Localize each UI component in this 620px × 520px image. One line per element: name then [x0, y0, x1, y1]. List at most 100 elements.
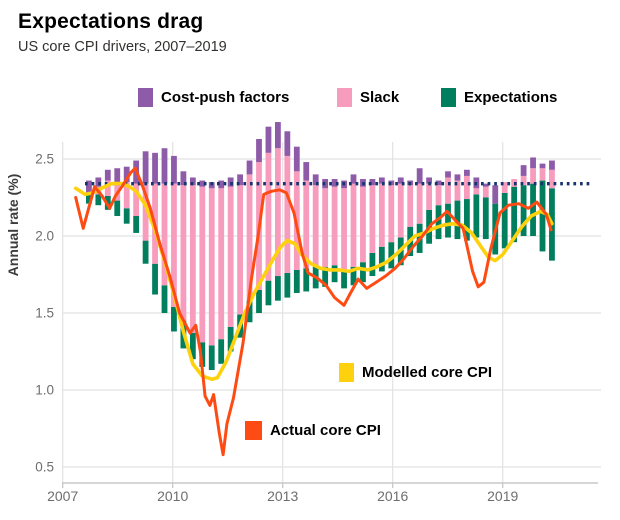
modelled-swatch-icon [339, 363, 354, 382]
bar-slack-2013Q4 [322, 188, 329, 267]
bar-cost-push-2013Q1 [293, 146, 300, 172]
bar-cost-push-2019Q2 [530, 157, 536, 169]
bar-slack-2017Q1 [445, 177, 451, 204]
bar-slack-2019Q1 [520, 175, 527, 186]
bar-slack-2010Q2 [189, 185, 196, 334]
gridlines [62, 142, 601, 483]
bar-cost-push-2009Q2 [152, 152, 158, 184]
bar-slack-2014Q1 [331, 186, 338, 266]
bar-slack-2012Q3 [275, 148, 281, 277]
bar-expectations-2009Q1 [142, 240, 149, 264]
bar-slack-2009Q3 [161, 183, 168, 286]
bar-expectations-2008Q3 [123, 208, 130, 224]
bar-expectations-2014Q1 [331, 265, 338, 283]
bar-slack-2010Q3 [199, 186, 206, 343]
bar-slack-2015Q2 [378, 183, 385, 247]
bar-expectations-2013Q1 [293, 269, 300, 293]
slack-swatch-icon [337, 88, 352, 107]
bar-expectations-2010Q2 [189, 333, 196, 360]
bar-slack-2013Q3 [312, 185, 319, 267]
bar-cost-push-2010Q1 [180, 171, 187, 186]
x-tick-label: 2016 [377, 488, 408, 504]
y-tick-label: 1.5 [35, 306, 54, 321]
bar-expectations-2014Q2 [341, 269, 347, 289]
legend-cost-push-label: Cost-push factors [161, 89, 290, 106]
legend-slack-label: Slack [360, 89, 400, 106]
bar-slack-2016Q1 [407, 185, 414, 227]
bar-expectations-2008Q2 [114, 200, 121, 216]
bar-slack-2014Q3 [350, 183, 357, 267]
bar-slack-2011Q3 [237, 185, 243, 315]
bar-cost-push-2016Q2 [416, 168, 423, 184]
bar-expectations-2019Q3 [539, 180, 546, 252]
chart-header: Expectations drag US core CPI drivers, 2… [18, 10, 227, 55]
bar-cost-push-2017Q2 [454, 174, 461, 181]
bar-slack-2009Q4 [171, 183, 177, 307]
x-tick-label: 2010 [157, 488, 188, 504]
bar-expectations-2012Q3 [275, 276, 281, 301]
legend-actual: Actual core CPI [245, 421, 381, 440]
bar-expectations-2017Q4 [473, 194, 480, 238]
bar-expectations-2017Q1 [445, 203, 451, 238]
bar-expectations-2013Q4 [322, 266, 329, 287]
bar-cost-push-2012Q4 [284, 131, 291, 156]
bar-expectations-2009Q3 [161, 285, 168, 313]
x-tick-label: 2007 [47, 488, 78, 504]
bar-expectations-2007Q3 [86, 192, 92, 204]
bar-cost-push-2015Q1 [369, 179, 376, 186]
bar-expectations-2011Q2 [227, 326, 234, 352]
y-tick-label: 2.0 [35, 229, 54, 244]
bar-slack-2017Q4 [473, 188, 480, 195]
bar-slack-2014Q2 [341, 188, 347, 270]
bar-cost-push-2009Q3 [161, 148, 168, 184]
bar-cost-push-2018Q1 [482, 183, 489, 187]
bar-slack-2008Q1 [104, 180, 111, 196]
bar-expectations-2017Q3 [464, 199, 470, 241]
expectations-swatch-icon [441, 88, 456, 107]
bar-slack-2019Q3 [539, 168, 546, 181]
stacked-bars [86, 122, 555, 370]
bar-slack-2013Q2 [303, 180, 310, 269]
legend-expectations-label: Expectations [464, 89, 558, 106]
bar-expectations-2016Q4 [435, 205, 442, 240]
bar-expectations-2018Q3 [501, 192, 508, 249]
legend-expectations: Expectations [441, 88, 557, 107]
bar-slack-2014Q4 [360, 186, 366, 263]
bar-expectations-2019Q2 [530, 183, 536, 236]
bar-cost-push-2008Q2 [114, 168, 121, 183]
bar-slack-2011Q4 [246, 174, 253, 301]
chart-subtitle: US core CPI drivers, 2007–2019 [18, 39, 227, 55]
bar-cost-push-2009Q4 [171, 155, 177, 184]
bar-expectations-2012Q2 [265, 280, 272, 306]
bar-cost-push-2015Q4 [397, 177, 404, 184]
bar-expectations-2015Q2 [378, 246, 385, 272]
bar-cost-push-2019Q4 [549, 160, 555, 170]
bar-cost-push-2011Q1 [218, 180, 225, 189]
bar-slack-2017Q2 [454, 180, 461, 201]
y-tick-label: 1.0 [35, 383, 54, 398]
bar-cost-push-2016Q3 [426, 177, 432, 184]
bar-slack-2011Q1 [218, 188, 225, 340]
bar-slack-2017Q3 [464, 175, 470, 200]
bar-slack-2012Q2 [265, 152, 272, 281]
bar-expectations-2011Q4 [246, 300, 253, 323]
bar-cost-push-2011Q4 [246, 160, 253, 175]
legend-cost-push: Cost-push factors [138, 88, 289, 107]
bar-expectations-2011Q1 [218, 339, 225, 364]
bar-slack-2018Q1 [482, 186, 489, 198]
axes: 2.5 2.0 1.5 1.0 0.5 2007 2010 2013 2016 2019 [35, 152, 598, 504]
bar-cost-push-2008Q1 [104, 169, 111, 181]
y-tick-label: 2.5 [35, 152, 54, 167]
bar-cost-push-2012Q1 [256, 138, 262, 163]
bar-slack-2018Q3 [501, 182, 508, 193]
y-axis-title: Annual rate (%) [5, 173, 21, 277]
bar-expectations-2014Q4 [360, 262, 366, 283]
bar-expectations-2012Q1 [256, 289, 262, 313]
line-series [73, 166, 554, 457]
bar-expectations-2018Q4 [511, 186, 518, 243]
actual-swatch-icon [245, 421, 262, 440]
bar-expectations-2008Q4 [133, 215, 140, 233]
bar-expectations-2010Q3 [199, 342, 206, 367]
bar-cost-push-2015Q2 [378, 177, 385, 184]
